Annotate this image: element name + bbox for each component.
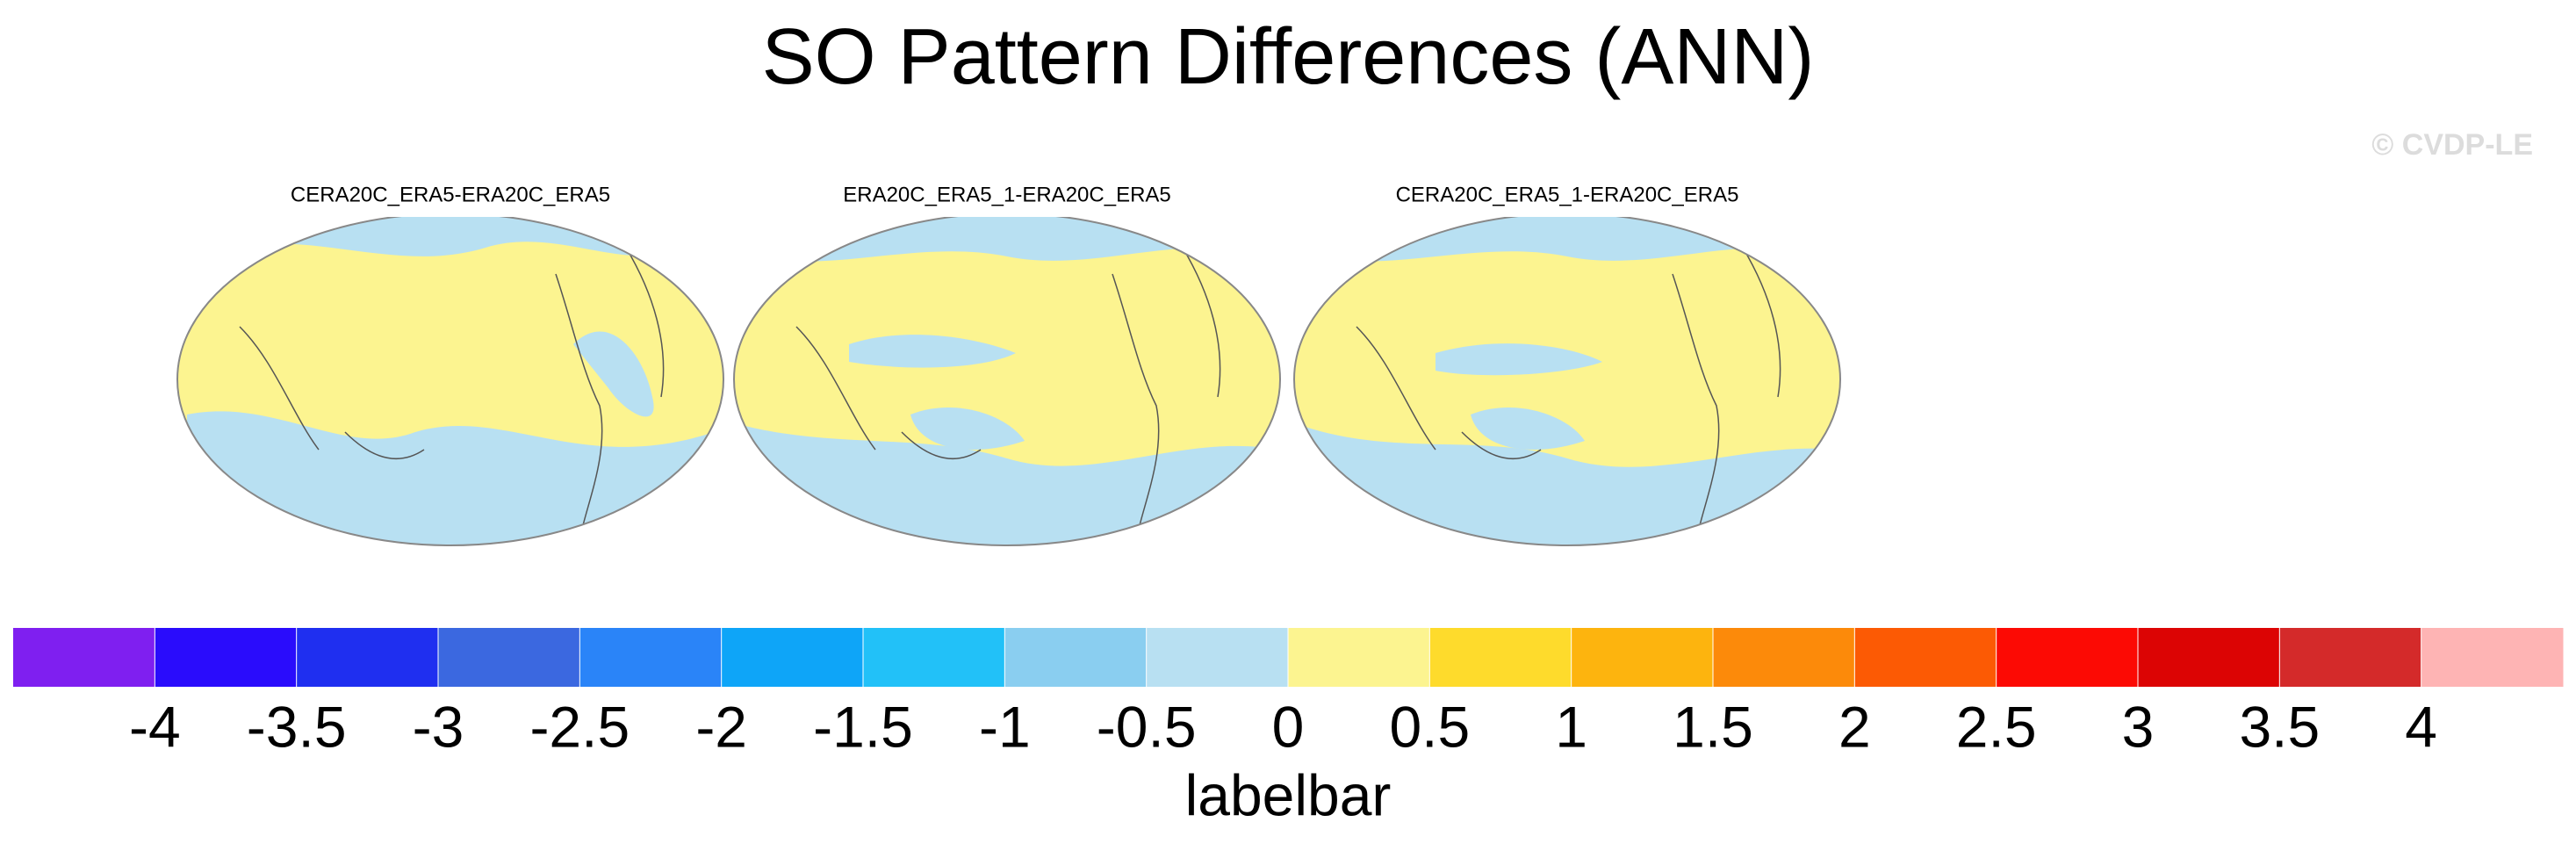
colorbar-tick-label: -0.5	[1097, 694, 1197, 759]
colorbar-box	[1996, 628, 2139, 687]
colorbar-box	[721, 628, 864, 687]
colorbar-tick-label: -4	[129, 694, 181, 759]
colorbar-tick-label: 4	[2405, 694, 2437, 759]
colorbar-box	[155, 628, 298, 687]
colorbar-tick-label: -2	[695, 694, 747, 759]
colorbar-box	[2421, 628, 2564, 687]
colorbar-tick-label: 1.5	[1673, 694, 1753, 759]
colorbar-box	[1146, 628, 1289, 687]
map-fill	[1293, 217, 1841, 546]
map	[733, 217, 1281, 546]
colorbar-tick-label: -2.5	[529, 694, 630, 759]
colorbar-box	[1429, 628, 1572, 687]
colorbar-box	[296, 628, 439, 687]
anomaly-region	[1295, 423, 1839, 545]
colorbar-box	[2279, 628, 2422, 687]
map-body	[734, 217, 1280, 545]
anomaly-region	[573, 331, 654, 417]
map-outline	[176, 217, 724, 546]
panel-title: ERA20C_ERA5_1-ERA20C_ERA5	[843, 183, 1171, 206]
colorbar-tick-label: 0	[1272, 694, 1305, 759]
watermark: © CVDP-LE	[2371, 128, 2533, 162]
map-outline	[733, 217, 1281, 546]
colorbar-box	[13, 628, 155, 687]
map	[176, 217, 724, 546]
anomaly-region	[1436, 343, 1602, 376]
colorbar: -4 -3.5 -3 -2.5 -2 -1.5 -1 -0.5 0 0.5 1 1.5 2 2.5 3 3.5…	[13, 628, 2564, 759]
colorbar-box	[1571, 628, 1714, 687]
colorbar-box	[2138, 628, 2280, 687]
colorbar-tick-label: -1	[979, 694, 1031, 759]
colorbar-box	[1004, 628, 1148, 687]
panels	[176, 217, 1841, 546]
map-fill	[176, 217, 724, 546]
anomaly-region	[735, 423, 1279, 545]
colorbar-tick-label: -1.5	[813, 694, 913, 759]
colorbar-tick-label: -3	[413, 694, 464, 759]
panel-title: CERA20C_ERA5_1-ERA20C_ERA5	[1396, 183, 1739, 206]
panel-title: CERA20C_ERA5-ERA20C_ERA5	[291, 183, 610, 206]
colorbar-box	[863, 628, 1005, 687]
anomaly-region	[910, 407, 1025, 450]
colorbar-box	[1288, 628, 1430, 687]
colorbar-tick-label: 3.5	[2239, 694, 2320, 759]
anomaly-region	[1471, 407, 1585, 450]
colorbar-box	[579, 628, 723, 687]
colorbar-box	[1854, 628, 1997, 687]
map-body	[177, 217, 723, 545]
figure-title: SO Pattern Differences (ANN)	[762, 13, 1815, 101]
colorbar-tick-label: 3	[2122, 694, 2155, 759]
colorbar-tick-label: 0.5	[1389, 694, 1470, 759]
map-fill	[733, 217, 1281, 546]
colorbar-tick-label: 2	[1838, 694, 1871, 759]
coastline	[1356, 247, 1781, 530]
colorbar-tick-label: 2.5	[1956, 694, 2037, 759]
map-outline	[1293, 217, 1841, 546]
coastline	[795, 247, 1221, 530]
colorbar-tick-label: 1	[1555, 694, 1587, 759]
map-body	[1294, 217, 1840, 545]
coastline	[239, 247, 665, 530]
anomaly-regions	[1295, 217, 1839, 545]
colorbar-box	[438, 628, 580, 687]
anomaly-region	[849, 335, 1016, 368]
map	[1293, 217, 1841, 546]
colorbar-box	[1713, 628, 1855, 687]
anomaly-region	[187, 411, 714, 545]
colorbar-label: labelbar	[1185, 762, 1392, 827]
colorbar-tick-label: -3.5	[247, 694, 347, 759]
